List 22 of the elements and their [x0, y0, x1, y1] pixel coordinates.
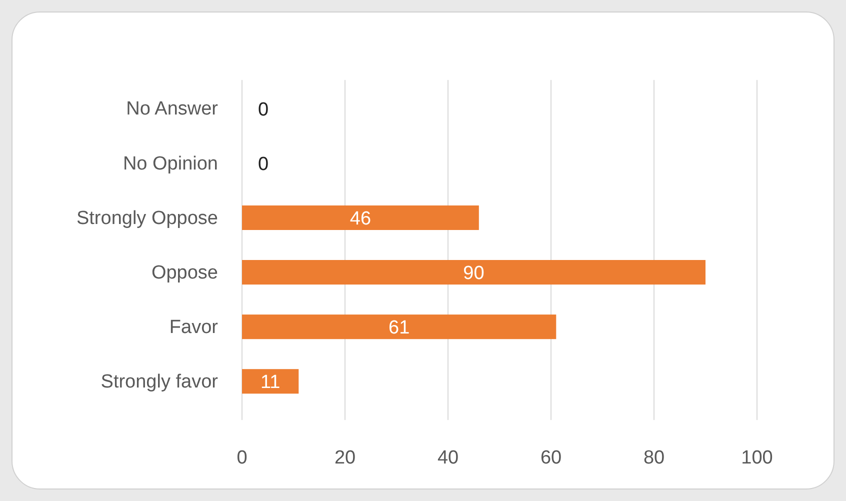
y-tick-label: Strongly Oppose [76, 208, 218, 229]
bar [242, 205, 479, 230]
data-label: 11 [260, 372, 280, 394]
y-tick-label: No Opinion [122, 153, 218, 174]
y-tick-label: Oppose [151, 262, 218, 284]
data-label: 46 [350, 208, 372, 230]
y-tick-label: Strongly favor [100, 371, 219, 392]
bar [242, 260, 706, 285]
x-tick-label: 40 [437, 447, 459, 468]
x-tick-label: 0 [236, 447, 248, 468]
data-label: 90 [463, 262, 484, 284]
x-tick-label: 60 [540, 447, 562, 468]
data-label: 0 [258, 154, 269, 175]
data-label: 61 [388, 317, 410, 338]
data-label: 0 [258, 99, 269, 120]
y-tick-label: Favor [169, 316, 219, 338]
y-tick-label: No Answer [126, 98, 219, 120]
x-tick-label: 100 [741, 447, 773, 468]
bar [242, 314, 556, 340]
x-tick-label: 80 [643, 447, 665, 468]
bar [242, 369, 299, 394]
x-tick-label: 20 [334, 447, 356, 468]
